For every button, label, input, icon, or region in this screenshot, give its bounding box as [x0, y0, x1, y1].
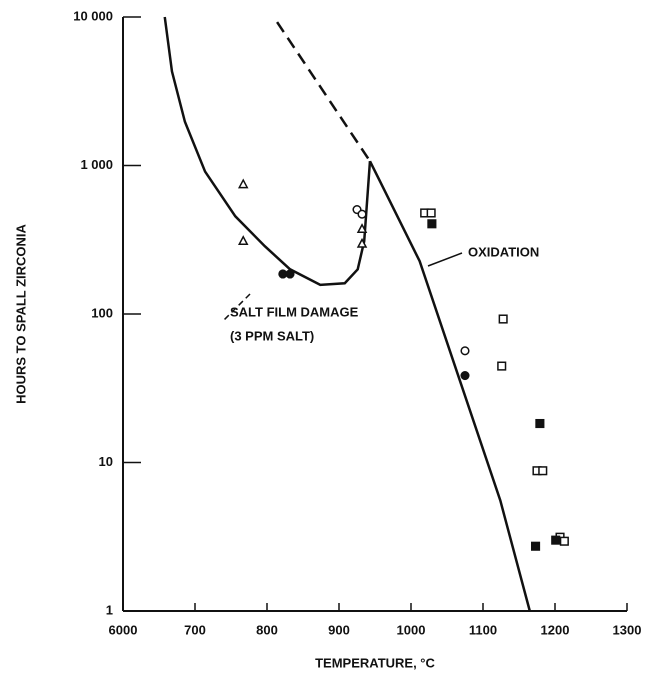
y-tick-label: 1 000	[80, 157, 113, 172]
curve	[163, 16, 372, 287]
y-axis-label: HOURS TO SPALL ZIRCONIA	[13, 223, 28, 403]
marker	[559, 536, 569, 546]
marker	[356, 237, 368, 248]
x-tick-label: 1200	[541, 622, 570, 637]
x-tick-label: 800	[256, 622, 278, 637]
annotation: SALT FILM DAMAGE	[230, 304, 359, 319]
marker	[237, 178, 249, 189]
marker	[427, 219, 437, 229]
y-tick-label: 100	[91, 305, 113, 320]
marker	[356, 223, 368, 234]
curve	[276, 21, 371, 162]
x-axis-label: TEMPERATURE, °C	[315, 655, 435, 670]
x-tick-label: 1100	[469, 622, 497, 637]
marker	[538, 466, 548, 476]
marker	[285, 269, 295, 279]
curve	[368, 160, 532, 612]
marker	[551, 535, 561, 545]
annotation: (3 PPM SALT)	[230, 328, 314, 343]
x-tick-label: 1300	[613, 622, 642, 637]
y-tick-label: 10	[99, 454, 113, 469]
marker	[237, 235, 249, 245]
marker	[531, 541, 541, 551]
x-tick-label: 900	[328, 622, 350, 637]
y-tick-label: 1	[106, 602, 113, 617]
annotation: OXIDATION	[468, 244, 539, 259]
x-tick-label: 1000	[397, 622, 426, 637]
marker	[497, 361, 507, 371]
y-tick-label: 10 000	[73, 8, 113, 23]
marker	[460, 346, 470, 356]
marker	[357, 209, 367, 219]
leader-line	[427, 252, 463, 267]
marker	[535, 418, 545, 429]
x-tick-label: 700	[184, 622, 206, 637]
x-tick-label: 6000	[109, 622, 138, 637]
marker	[498, 314, 508, 324]
marker	[426, 208, 436, 218]
marker	[460, 371, 470, 381]
leader-line	[223, 293, 251, 321]
